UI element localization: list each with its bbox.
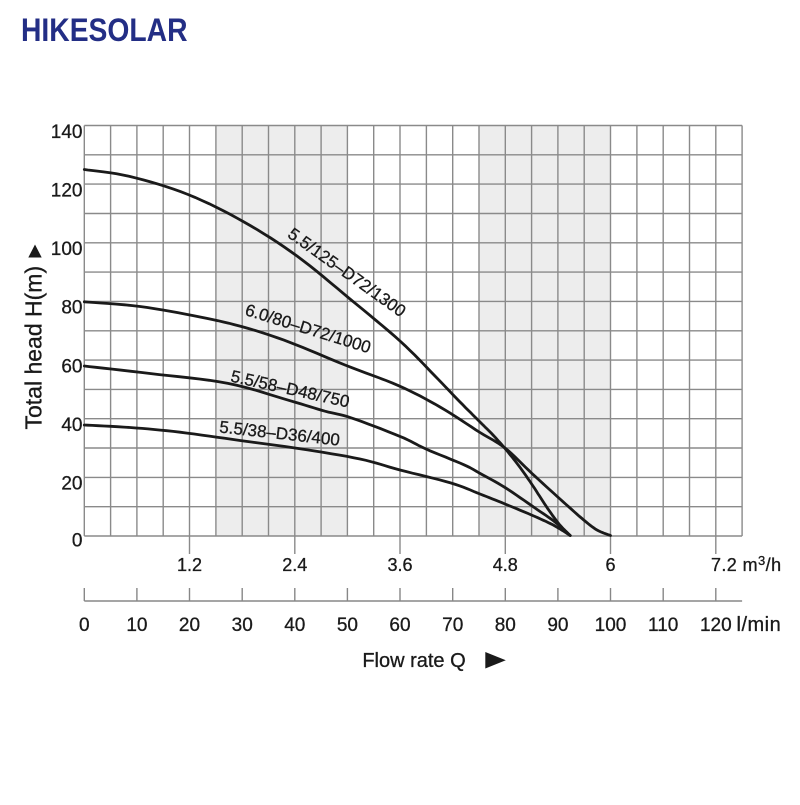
svg-text:1.2: 1.2 <box>177 555 202 575</box>
svg-text:6: 6 <box>605 555 615 575</box>
svg-text:50: 50 <box>337 615 358 636</box>
svg-text:140: 140 <box>51 122 83 143</box>
svg-text:100: 100 <box>595 615 627 636</box>
svg-text:Flow rate Q: Flow rate Q <box>362 650 465 672</box>
svg-text:3.6: 3.6 <box>387 555 412 575</box>
svg-text:20: 20 <box>61 474 82 495</box>
svg-text:110: 110 <box>648 615 678 636</box>
svg-text:20: 20 <box>179 615 200 636</box>
svg-text:30: 30 <box>232 615 253 636</box>
svg-text:10: 10 <box>126 615 147 636</box>
svg-text:0: 0 <box>72 530 83 551</box>
svg-text:4.8: 4.8 <box>493 555 518 575</box>
svg-text:40: 40 <box>284 615 305 636</box>
svg-text:80: 80 <box>61 298 82 319</box>
svg-text:40: 40 <box>61 415 82 436</box>
svg-text:60: 60 <box>61 356 82 377</box>
svg-text:80: 80 <box>495 615 516 636</box>
svg-text:120: 120 <box>51 180 83 201</box>
svg-text:2.4: 2.4 <box>282 555 307 575</box>
svg-text:Total head H(m): Total head H(m) <box>21 266 47 430</box>
svg-text:7.2 m3/h: 7.2 m3/h <box>711 553 781 575</box>
svg-text:60: 60 <box>389 615 410 636</box>
svg-text:0: 0 <box>79 615 90 636</box>
svg-text:90: 90 <box>547 615 568 636</box>
svg-text:100: 100 <box>51 239 83 260</box>
svg-text:HIKESOLAR: HIKESOLAR <box>21 12 188 48</box>
svg-text:120: 120 <box>700 615 732 636</box>
svg-text:70: 70 <box>442 615 463 636</box>
svg-text:l/min: l/min <box>737 614 782 636</box>
